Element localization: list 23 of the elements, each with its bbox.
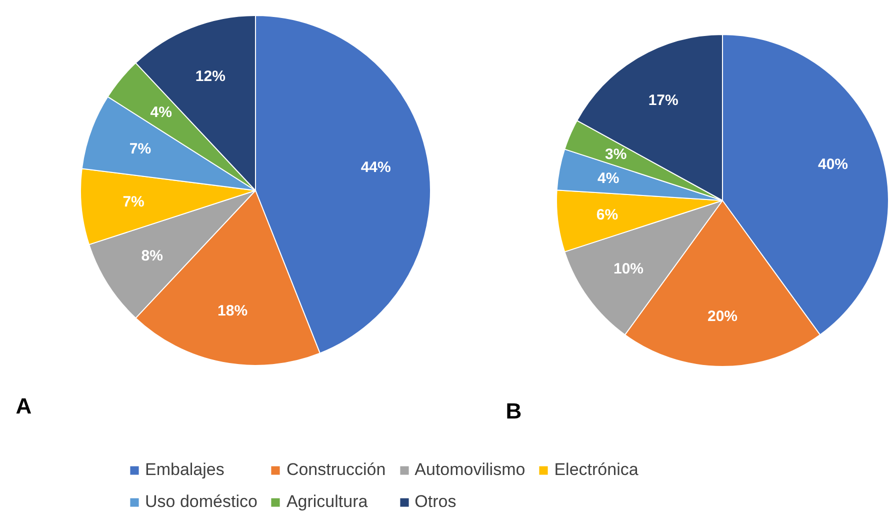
data-label: 12%	[195, 68, 226, 86]
data-label: 4%	[150, 104, 172, 121]
data-label: 44%	[360, 159, 391, 176]
data-label: 3%	[605, 146, 627, 163]
data-label: 40%	[818, 156, 848, 174]
legend-label: Embalajes	[145, 460, 224, 480]
data-label: 7%	[129, 140, 152, 158]
legend-label: Automovilismo	[414, 460, 526, 480]
legend-label: Electrónica	[554, 460, 638, 480]
data-label: 10%	[613, 260, 644, 278]
text: A	[16, 393, 32, 418]
legend-label: Construcción	[286, 460, 386, 480]
legend-label: Otros	[414, 492, 456, 512]
data-label: 6%	[596, 206, 618, 224]
data-label: 18%	[218, 302, 248, 320]
data-label: 4%	[598, 170, 620, 188]
data-label: 7%	[122, 194, 144, 211]
data-label: 8%	[141, 248, 163, 265]
data-label: 20%	[707, 308, 738, 326]
data-label: 17%	[648, 92, 678, 109]
legend-label: Agricultura	[286, 492, 368, 512]
legend-label: Uso doméstico	[145, 492, 258, 512]
text: B	[506, 398, 522, 424]
